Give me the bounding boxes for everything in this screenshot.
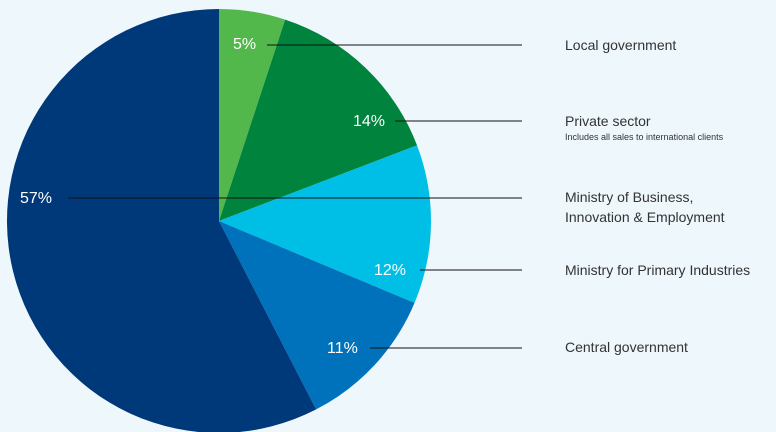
legend-label-central-government: Central government bbox=[565, 339, 688, 355]
pie-slice-central-government bbox=[219, 221, 415, 410]
legend-label-local-government: Local government bbox=[565, 37, 676, 53]
pie-slice-local-government bbox=[219, 8, 286, 221]
value-label-central-government: 11% bbox=[327, 340, 358, 357]
value-label-private-sector: 14% bbox=[353, 113, 385, 130]
legend-note-private-sector: Includes all sales to international clie… bbox=[565, 132, 724, 142]
pie-slice-private-sector bbox=[219, 19, 418, 221]
pie-slices bbox=[7, 8, 432, 432]
pie-slice-ministry-of-business-innovation-employment bbox=[7, 9, 317, 432]
legend: Local government Private sector Includes a… bbox=[565, 37, 750, 355]
leader-lines bbox=[68, 44, 522, 349]
value-label-ministry-for-primary-industries: 12% bbox=[374, 262, 406, 279]
value-label-local-government: 5% bbox=[233, 36, 256, 53]
value-labels: 5% 14% 57% 12% 11% bbox=[20, 36, 406, 357]
legend-label-private-sector: Private sector bbox=[565, 113, 651, 129]
legend-label-ministry-of-business-innovation-employment-line-2: Innovation & Employment bbox=[565, 209, 725, 225]
pie-slice-ministry-for-primary-industries bbox=[219, 145, 432, 303]
legend-label-ministry-for-primary-industries: Ministry for Primary Industries bbox=[565, 262, 750, 278]
legend-label-ministry-of-business-innovation-employment-line-1: Ministry of Business, bbox=[565, 189, 693, 205]
value-label-ministry-of-business-innovation-employment: 57% bbox=[20, 190, 52, 207]
